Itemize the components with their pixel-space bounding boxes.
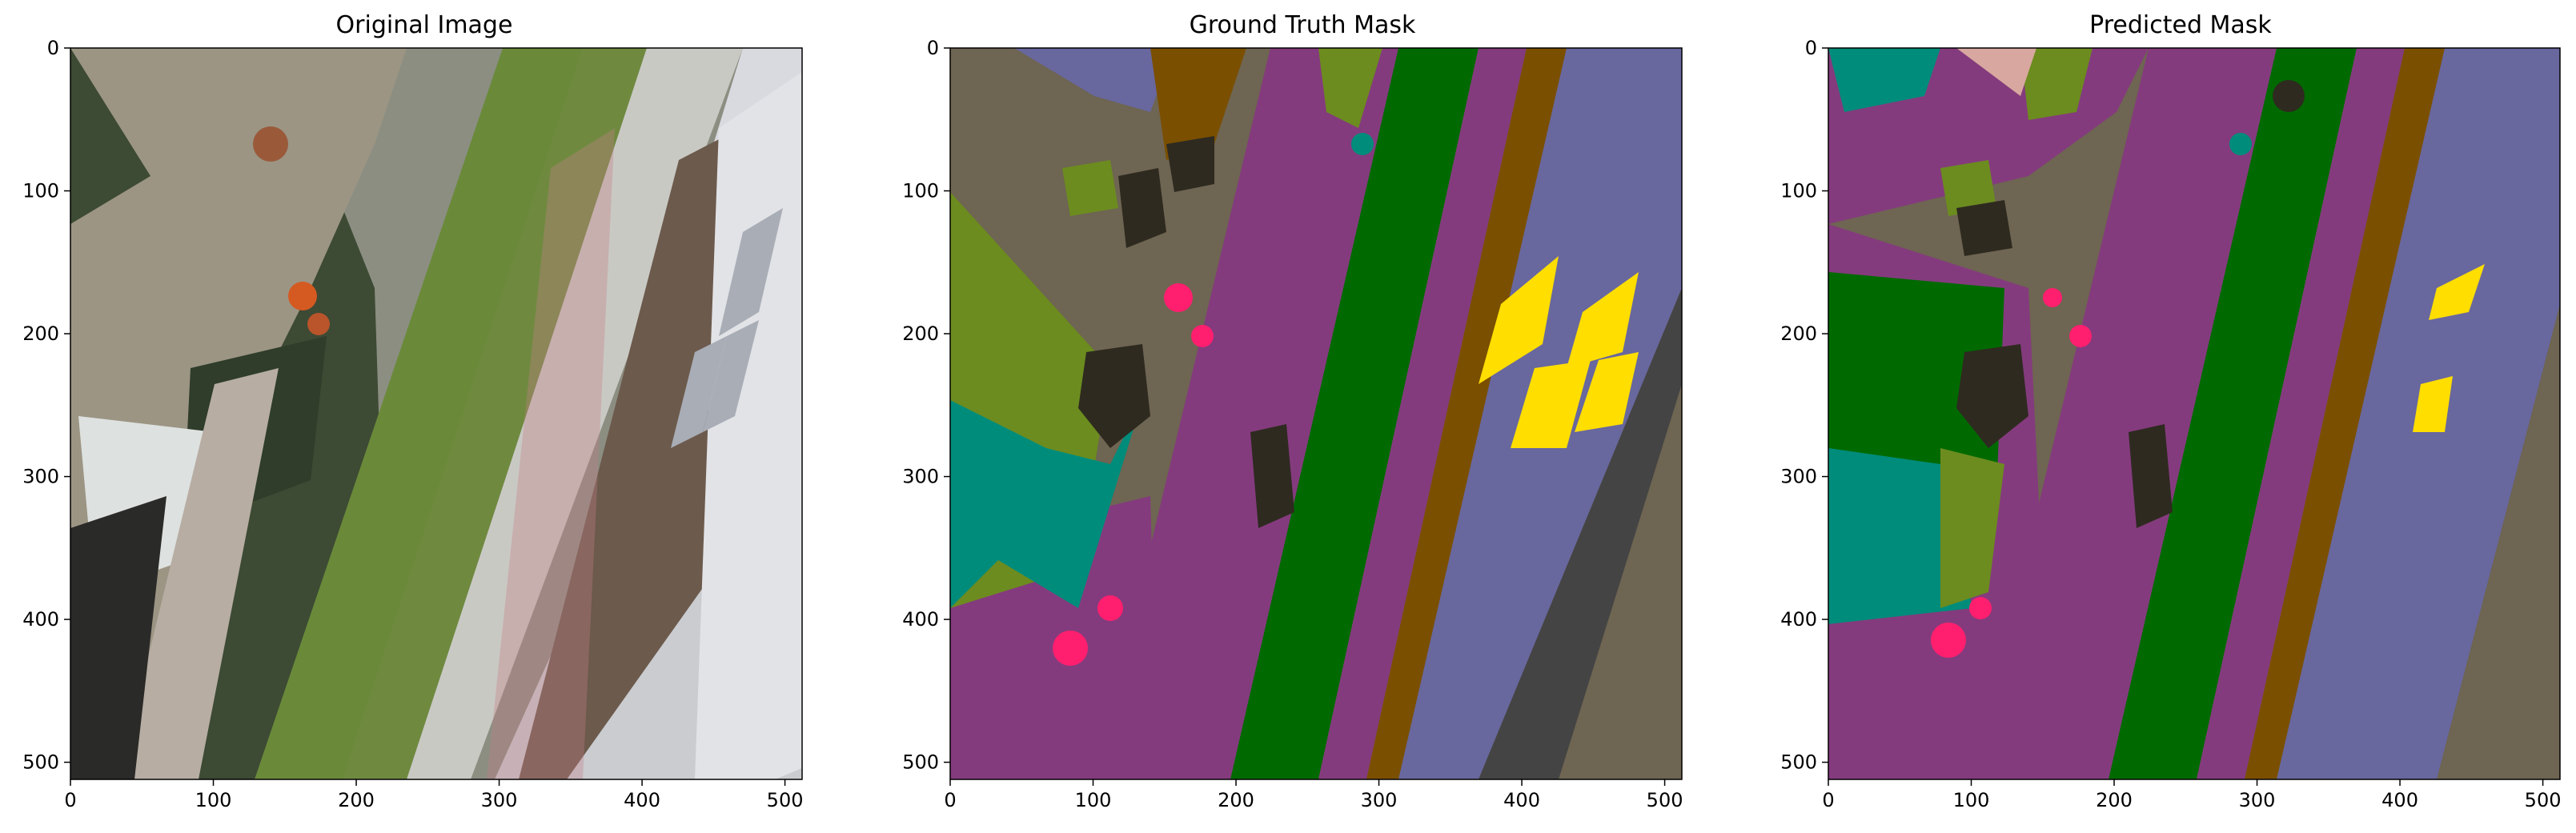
axes-frame [1828, 47, 2561, 780]
y-tick-label: 300 [22, 466, 59, 488]
panel-title: Ground Truth Mask [1189, 11, 1416, 39]
y-tick-label: 400 [1780, 608, 1817, 631]
axes: 0 100 200 300 400 500 0 100 200 300 400 500 [22, 37, 803, 811]
x-tick-label: 0 [944, 789, 956, 811]
y-tick-label: 500 [902, 751, 939, 774]
y-tick-label: 500 [1780, 751, 1817, 774]
x-ticks: 0 100 200 300 400 500 [1822, 779, 2561, 811]
x-ticks: 0 100 200 300 400 500 [944, 779, 1683, 811]
x-tick-label: 500 [767, 789, 804, 811]
x-tick-label: 200 [2096, 789, 2133, 811]
y-tick-label: 0 [1805, 37, 1817, 59]
y-tick-label: 200 [1780, 322, 1817, 345]
x-tick-label: 100 [195, 789, 232, 811]
y-tick-label: 400 [22, 608, 59, 631]
panel-predicted-mask: Predicted Mask [1756, 0, 2576, 833]
y-tick-label: 0 [927, 37, 939, 59]
y-tick-label: 300 [902, 466, 939, 488]
x-tick-label: 0 [1822, 789, 1834, 811]
mask-area [1828, 48, 2560, 779]
panel-ground-truth-mask: Ground Truth Mask [878, 0, 1727, 833]
y-tick-label: 100 [902, 180, 939, 202]
x-tick-label: 500 [2525, 789, 2562, 811]
panel-original-image: Original Image 0 100 200 30 [0, 0, 849, 833]
y-tick-label: 100 [1780, 180, 1817, 202]
y-tick-label: 500 [22, 751, 59, 774]
panel-title: Predicted Mask [2089, 11, 2272, 39]
axes-frame [70, 47, 803, 780]
y-ticks: 0 100 200 300 400 500 [902, 37, 950, 774]
panel-title: Original Image [335, 11, 513, 39]
x-tick-label: 100 [1075, 789, 1112, 811]
y-tick-label: 100 [22, 180, 59, 202]
y-ticks: 0 100 200 300 400 500 [1780, 37, 1828, 774]
x-tick-label: 400 [1503, 789, 1540, 811]
axes-frame [949, 47, 1683, 780]
x-tick-label: 300 [2239, 789, 2276, 811]
x-tick-label: 200 [338, 789, 375, 811]
mask-area [950, 48, 1682, 779]
axes: 0 100 200 300 400 500 0 100 200 300 400 500 [1780, 37, 2561, 811]
x-ticks: 0 100 200 300 400 500 [64, 779, 803, 811]
x-tick-label: 300 [481, 789, 518, 811]
y-tick-label: 400 [902, 608, 939, 631]
x-tick-label: 500 [1647, 789, 1683, 811]
x-tick-label: 300 [1361, 789, 1398, 811]
x-tick-label: 200 [1218, 789, 1254, 811]
x-tick-label: 400 [2381, 789, 2418, 811]
y-tick-label: 300 [1780, 466, 1817, 488]
axes: 0 100 200 300 400 500 0 100 200 300 400 500 [902, 37, 1683, 811]
image-area [70, 48, 802, 779]
x-tick-label: 0 [64, 789, 76, 811]
x-tick-label: 100 [1953, 789, 1990, 811]
y-tick-label: 200 [22, 322, 59, 345]
y-ticks: 0 100 200 300 400 500 [22, 37, 70, 774]
x-tick-label: 400 [624, 789, 660, 811]
y-tick-label: 0 [47, 37, 59, 59]
y-tick-label: 200 [902, 322, 939, 345]
